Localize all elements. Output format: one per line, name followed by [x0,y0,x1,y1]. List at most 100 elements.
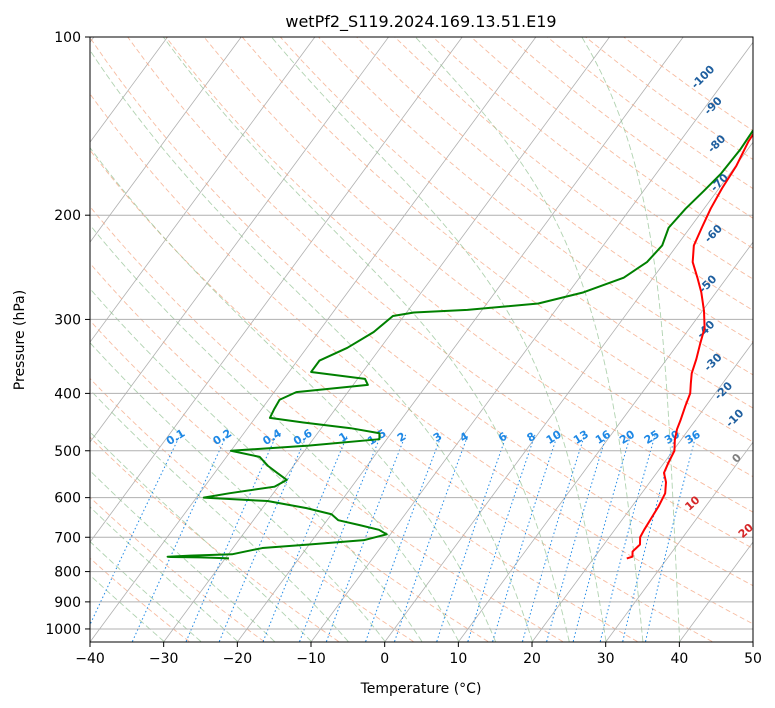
chart-title: wetPf2_S119.2024.169.13.51.E19 [285,12,556,32]
mixing-ratio-line [185,434,277,642]
x-axis-label: Temperature (°C) [360,681,482,697]
dry-adiabat-line [90,37,753,587]
dry-adiabat-lines [90,37,753,642]
isotherm-line [458,241,753,642]
mixing-ratio-line [325,434,407,642]
isotherm-line [311,41,753,642]
isotherm-line [679,541,753,642]
mixing-ratio-line [262,434,348,642]
dry-adiabat-line [90,93,753,625]
x-tick-label: 10 [449,651,467,667]
dry-adiabat-line [127,37,753,549]
moist-adiabat-line [90,506,239,642]
mixing-ratio-line [622,434,676,642]
isotherm-line [532,341,753,642]
dry-adiabat-line [547,37,753,190]
x-tick-label: 30 [597,651,615,667]
y-tick-label: 300 [54,312,81,328]
x-tick-label: 40 [670,651,688,667]
mixing-ratio-label: 0.4 [260,426,284,448]
mixing-ratio-line [522,434,586,642]
dewpoint-line [166,128,753,560]
mixing-ratio-label: 30 [662,428,682,447]
y-tick-label: 400 [54,386,81,402]
moist-adiabat-label: -40 [694,318,717,341]
moist-adiabat-label: -20 [712,379,735,402]
isotherm-line [90,37,168,143]
x-tick-label: −10 [296,651,326,667]
x-tick-label: −40 [75,651,105,667]
dry-adiabat-line [90,436,339,642]
mixing-ratio-label: 6 [496,430,510,445]
moist-adiabat-line [90,540,202,642]
isotherm-line [90,37,537,642]
mixing-ratio-line [394,434,469,642]
dry-adiabat-line [90,262,563,642]
mixing-ratio-label: 36 [683,428,703,447]
dry-adiabat-line [165,37,753,513]
y-tick-label: 600 [54,491,81,507]
moist-adiabat-line [162,37,570,642]
moist-adiabat-lines [90,37,681,642]
moist-adiabat-line [415,37,644,642]
moist-adiabat-line [90,431,312,642]
mixing-ratio-label: 20 [617,428,637,447]
mixing-ratio-label: 2 [395,430,408,445]
mixing-ratio-label: 13 [571,428,591,447]
mixing-ratio-label: 3 [431,430,444,445]
moist-adiabat-line [90,49,533,642]
x-tick-label: 0 [380,651,389,667]
moist-adiabat-label: -80 [705,132,728,155]
data-series [166,128,753,560]
isotherm-line [90,37,389,443]
mixing-ratio-label: 4 [457,430,471,445]
dry-adiabat-line [279,37,753,409]
moist-adiabat-line [90,389,349,642]
mixing-ratio-line [645,434,697,642]
axis-ticks: −40 −30 −20 −10 0 10 20 30 40 5010020030040050060… [45,30,762,667]
y-tick-label: 100 [54,30,81,46]
y-tick-label: 700 [54,530,81,546]
mixing-ratio-line [436,434,508,642]
moist-adiabat-label: -30 [701,351,724,374]
y-tick-label: 200 [54,208,81,224]
isotherm-line [237,37,684,642]
isotherm-line [90,37,242,243]
y-tick-label: 900 [54,595,81,611]
plot-frame [89,36,754,643]
moist-adiabat-line [90,574,165,642]
moist-adiabat-line [271,37,607,642]
isotherm-lines [90,37,775,642]
dry-adiabat-line [318,37,753,376]
y-tick-label: 1000 [45,622,81,638]
mixing-ratio-line [365,434,443,642]
dry-adiabat-line [90,377,414,642]
moist-adiabat-line [90,224,460,642]
y-axis-label: Pressure (hPa) [12,290,28,390]
isotherm-line [384,141,753,642]
mixing-ratio-lines [90,434,697,642]
mixing-ratio-label: 25 [642,428,662,447]
y-tick-label: 800 [54,565,81,581]
y-tick-label: 500 [54,444,81,460]
isotherm-line [753,37,775,642]
dry-adiabat-line [90,557,190,642]
x-tick-label: −20 [223,651,253,667]
isotherm-line [90,37,316,343]
isotherm-line [90,37,463,543]
pressure-gridlines [90,37,753,630]
moist-adiabat-line [90,147,496,642]
moist-adiabat-label: -60 [702,222,725,245]
dry-adiabat-line [90,149,713,642]
moist-adiabat-label: 0 [729,451,744,466]
dry-adiabat-line [623,37,753,132]
temperature-line [626,132,753,560]
mixing-ratio-line [572,434,632,642]
mixing-ratio-line [299,434,382,642]
mixing-ratio-line [546,434,608,642]
moist-adiabat-line [90,470,275,642]
moist-adiabat-label: -100 [689,63,718,92]
isotherm-line [605,441,753,642]
mixing-ratio-label: 0.2 [211,427,234,448]
